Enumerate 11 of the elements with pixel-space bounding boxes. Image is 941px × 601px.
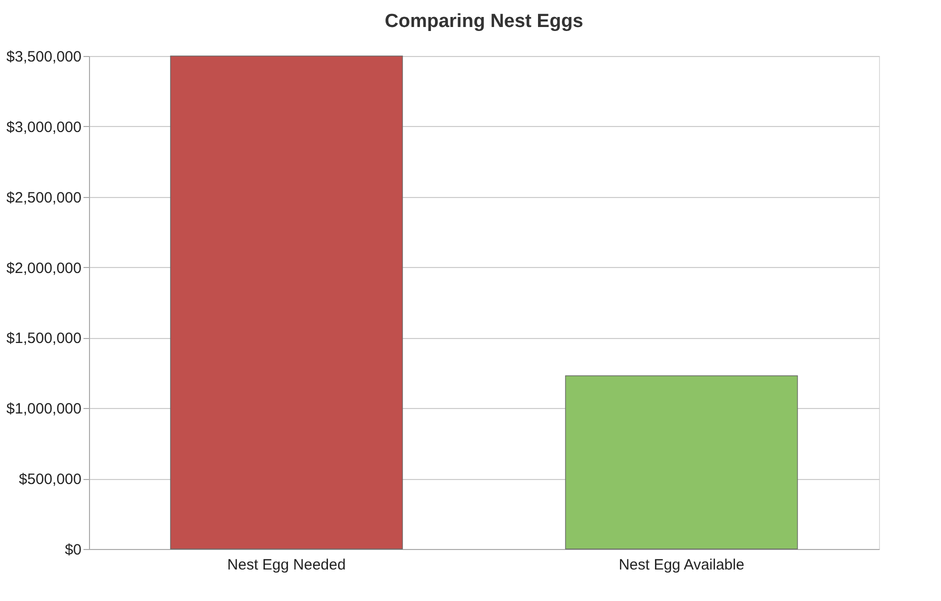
x-tick-label: Nest Egg Available [618, 556, 744, 574]
y-tick-label: $0 [64, 542, 82, 558]
y-tick-label: $3,000,000 [6, 118, 82, 136]
y-tick-label: $1,500,000 [6, 330, 82, 348]
chart-title: Comparing Nest Eggs [384, 11, 584, 32]
x-tick-label: Nest Egg Needed [227, 556, 346, 574]
y-tick-label: $2,500,000 [6, 189, 82, 206]
y-tick-label: $3,500,000 [6, 48, 82, 66]
y-tick-label: $2,000,000 [6, 260, 82, 277]
y-tick-label: $500,000 [18, 471, 82, 488]
y-tick-label: $1,000,000 [6, 400, 82, 418]
